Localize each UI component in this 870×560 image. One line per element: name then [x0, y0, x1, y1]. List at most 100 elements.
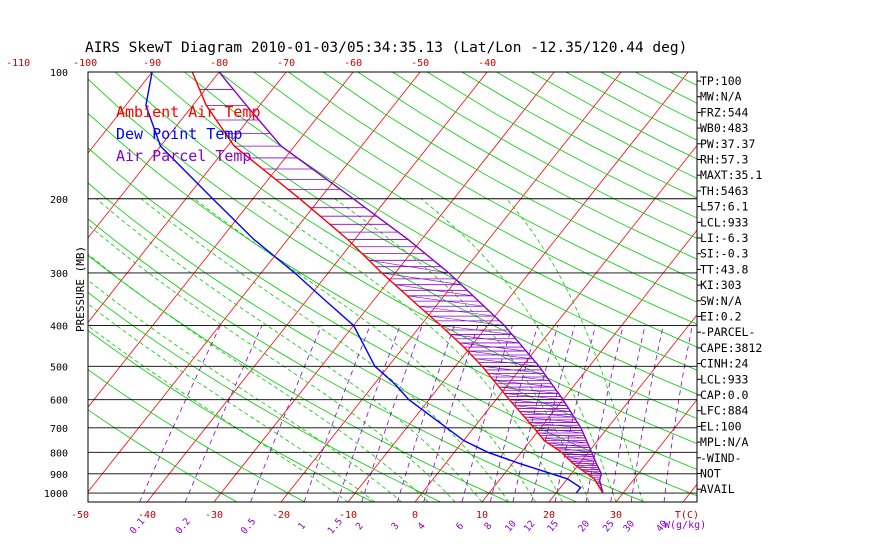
- cape-hatch-diagonal: [459, 342, 527, 352]
- moist-adiabat-line: [420, 198, 617, 502]
- dry-adiabat-line: [218, 72, 697, 348]
- cape-hatch-diagonal: [561, 451, 594, 458]
- mixing-ratio-tick-label: 8: [482, 520, 494, 532]
- isotherm-line: [548, 314, 697, 502]
- mixing-ratio-tick-label: 0.5: [239, 516, 258, 536]
- mixing-ratio-line: [531, 325, 575, 502]
- cape-hatch-diagonal: [566, 456, 596, 462]
- mixing-ratio-line: [361, 325, 423, 502]
- index-label: NOT: [700, 467, 721, 481]
- top-tick-label: -60: [344, 58, 362, 69]
- dry-adiabat-line: [88, 78, 697, 445]
- y-tick-label: 1000: [44, 489, 68, 500]
- mixing-ratio-tick-label: 20: [576, 518, 592, 534]
- cape-hatching: [199, 89, 603, 492]
- x-tick-label: 0: [412, 510, 418, 521]
- cape-hatch-diagonal: [524, 416, 578, 423]
- dry-adiabat-line: [149, 72, 697, 395]
- index-label: WB0:483: [700, 121, 749, 135]
- x-tick-label: -30: [205, 510, 223, 521]
- dry-adiabat-line: [496, 72, 697, 179]
- moist-adiabat-line: [258, 198, 563, 502]
- cape-hatch-diagonal: [529, 422, 581, 429]
- cape-hatch-diagonal: [554, 447, 592, 453]
- dry-adiabat-line: [88, 291, 441, 502]
- mixing-ratio-unit-label: W(g/kg): [664, 520, 706, 531]
- x-tick-label: 30: [610, 510, 622, 521]
- index-label: MW:N/A: [700, 90, 742, 104]
- index-label: L57:6.1: [700, 200, 749, 214]
- index-label: TH:5463: [700, 184, 749, 198]
- y-tick-label: 600: [50, 396, 68, 407]
- profile-series: [145, 72, 604, 494]
- mixing-ratio-line: [397, 325, 455, 502]
- dry-adiabat-line: [253, 72, 697, 325]
- mixing-ratio-line: [303, 325, 371, 502]
- y-tick-label: 800: [50, 448, 68, 459]
- moist-adiabat-line: [88, 224, 456, 502]
- isotherm-line: [88, 72, 287, 324]
- mixing-ratio-tick-label: 6: [454, 520, 466, 532]
- top-tick-label: -110: [6, 58, 30, 69]
- moist-adiabat-line: [88, 253, 429, 502]
- isobars: [88, 198, 697, 494]
- cape-hatch-diagonal: [533, 427, 584, 434]
- mixing-ratio-line: [554, 325, 596, 502]
- y-tick-label: 400: [50, 322, 68, 333]
- index-label: MPL:N/A: [700, 435, 749, 449]
- cape-hatch-diagonal: [509, 399, 567, 406]
- dry-adiabat-line: [357, 72, 697, 260]
- top-tick-label: -100: [73, 58, 97, 69]
- mixing-ratio-line: [250, 325, 322, 502]
- legend-entry: Dew Point Temp: [116, 125, 242, 143]
- index-label: LCL:933: [700, 372, 749, 386]
- cape-hatch-diagonal: [581, 469, 602, 475]
- y-tick-label: 200: [50, 195, 68, 206]
- top-tick-label: -80: [210, 58, 228, 69]
- mixing-ratio-tick-label: 0.2: [174, 516, 193, 536]
- y-tick-label: 100: [50, 68, 68, 79]
- cape-hatch-diagonal: [519, 411, 575, 418]
- moist-adiabat-line: [88, 279, 402, 502]
- isotherm-line: [414, 144, 697, 502]
- dry-adiabat-line: [322, 72, 697, 281]
- moist-adiabat-line: [96, 198, 483, 502]
- cape-hatch-diagonal: [493, 380, 554, 388]
- mixing-ratio-tick-label: 4: [416, 520, 428, 532]
- top-tick-label: -70: [277, 58, 295, 69]
- dry-adiabat-line: [88, 409, 238, 502]
- dry-adiabat-line: [288, 72, 697, 303]
- index-label: FRZ:544: [700, 105, 749, 119]
- isotherm-line: [88, 72, 421, 493]
- dry-adiabat-line: [88, 147, 697, 497]
- index-label: AVAIL: [700, 482, 735, 496]
- x-tick-label: -20: [272, 510, 290, 521]
- index-label: LI:-6.3: [700, 231, 749, 245]
- isotherm-line: [88, 72, 354, 408]
- cape-hatch-diagonal: [440, 325, 512, 335]
- index-label: LFC:884: [700, 404, 749, 418]
- cape-hatch-diagonal: [418, 305, 495, 317]
- cape-hatch-diagonal: [575, 465, 600, 470]
- dry-adiabat-line: [461, 72, 697, 199]
- dry-adiabat-line: [88, 254, 509, 502]
- y-tick-label: 300: [50, 269, 68, 280]
- legend-entry: Ambient Air Temp: [116, 103, 261, 121]
- isotherm-line: [615, 398, 697, 502]
- mixing-ratio-tick-label: 30: [621, 518, 637, 534]
- mixing-ratio-line: [423, 325, 479, 502]
- mixing-ratio-tick-label: 10: [503, 518, 519, 534]
- index-label: -PARCEL-: [700, 325, 755, 339]
- dry-adiabat-line: [88, 369, 305, 502]
- index-label: CINH:24: [700, 357, 749, 371]
- index-label: EI:0.2: [700, 310, 742, 324]
- mixing-ratio-line: [512, 325, 559, 502]
- top-tick-label: -50: [411, 58, 429, 69]
- isotherm-line: [0, 72, 18, 502]
- cape-hatch-diagonal: [407, 295, 485, 307]
- index-label: -WIND-: [700, 451, 742, 465]
- cape-hatch-diagonal: [547, 442, 590, 448]
- mixing-ratio-line: [139, 325, 221, 502]
- series-line-ambient-air-temp: [191, 72, 604, 494]
